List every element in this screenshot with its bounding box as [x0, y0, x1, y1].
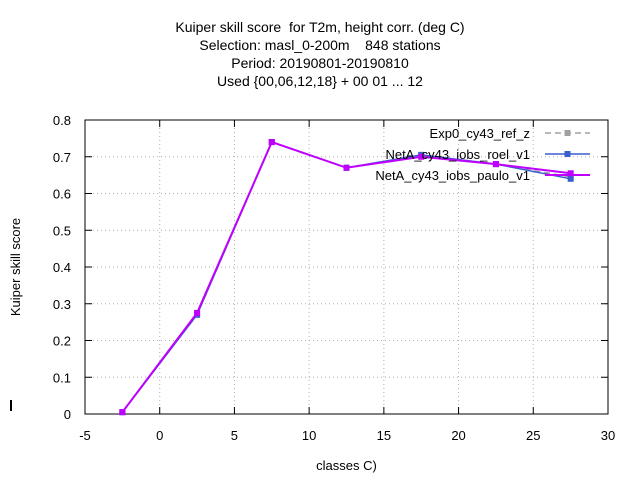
legend-marker — [564, 130, 571, 136]
y-tick-label: 0.7 — [53, 150, 71, 165]
y-tick-label: 0.3 — [53, 297, 71, 312]
y-tick-label: 0.6 — [53, 187, 71, 202]
chart-title-line-2: Selection: masl_0-200m 848 stations — [199, 37, 441, 53]
y-tick-label: 0.1 — [53, 370, 71, 385]
y-tick-label: 0.8 — [53, 113, 71, 128]
x-tick-label: 10 — [302, 428, 316, 443]
series-3 — [119, 139, 574, 416]
left-margin-mark — [10, 400, 12, 411]
series-layer — [119, 139, 574, 416]
legend-label: NetA_cy43_iobs_roel_v1 — [385, 147, 530, 162]
y-tick-label: 0.5 — [53, 223, 71, 238]
legend: Exp0_cy43_ref_z NetA_cy43_iobs_roel_v1 Net… — [375, 126, 590, 183]
y-axis-label: Kuiper skill score — [8, 218, 23, 316]
x-tick-label: 0 — [156, 428, 163, 443]
x-tick-label: 30 — [601, 428, 615, 443]
data-point — [194, 309, 201, 316]
grid-layer — [85, 120, 608, 414]
data-point — [268, 139, 275, 146]
x-tick-label: 15 — [377, 428, 391, 443]
x-tick-label: -5 — [79, 428, 91, 443]
data-point — [492, 161, 499, 168]
chart-title-line-4: Used {00,06,12,18} + 00 01 ... 12 — [217, 73, 423, 89]
y-tick-label: 0.4 — [53, 260, 71, 275]
data-point — [119, 409, 126, 416]
data-point — [343, 164, 350, 171]
y-tick-label: 0.2 — [53, 334, 71, 349]
legend-label: NetA_cy43_iobs_paulo_v1 — [375, 168, 530, 183]
chart-title-block: Kuiper skill score for T2m, height corr.… — [0, 18, 640, 90]
legend-marker — [564, 151, 571, 157]
ticks-layer: -5 0 5 10 15 20 25 30 0 0.1 0.2 0.3 0.4 0.5 0.6 0.7 0.8 — [53, 113, 615, 443]
data-point — [567, 170, 574, 177]
data-point — [567, 175, 574, 182]
y-tick-label: 0 — [64, 407, 71, 422]
x-tick-label: 5 — [231, 428, 238, 443]
x-axis-label: classes C) — [316, 458, 377, 473]
data-point — [418, 153, 425, 160]
x-tick-label: 25 — [526, 428, 540, 443]
legend-label: Exp0_cy43_ref_z — [430, 126, 530, 141]
chart-title-line-1: Kuiper skill score for T2m, height corr.… — [175, 19, 465, 35]
x-tick-label: 20 — [451, 428, 465, 443]
chart-title-line-3: Period: 20190801-20190810 — [231, 55, 409, 71]
